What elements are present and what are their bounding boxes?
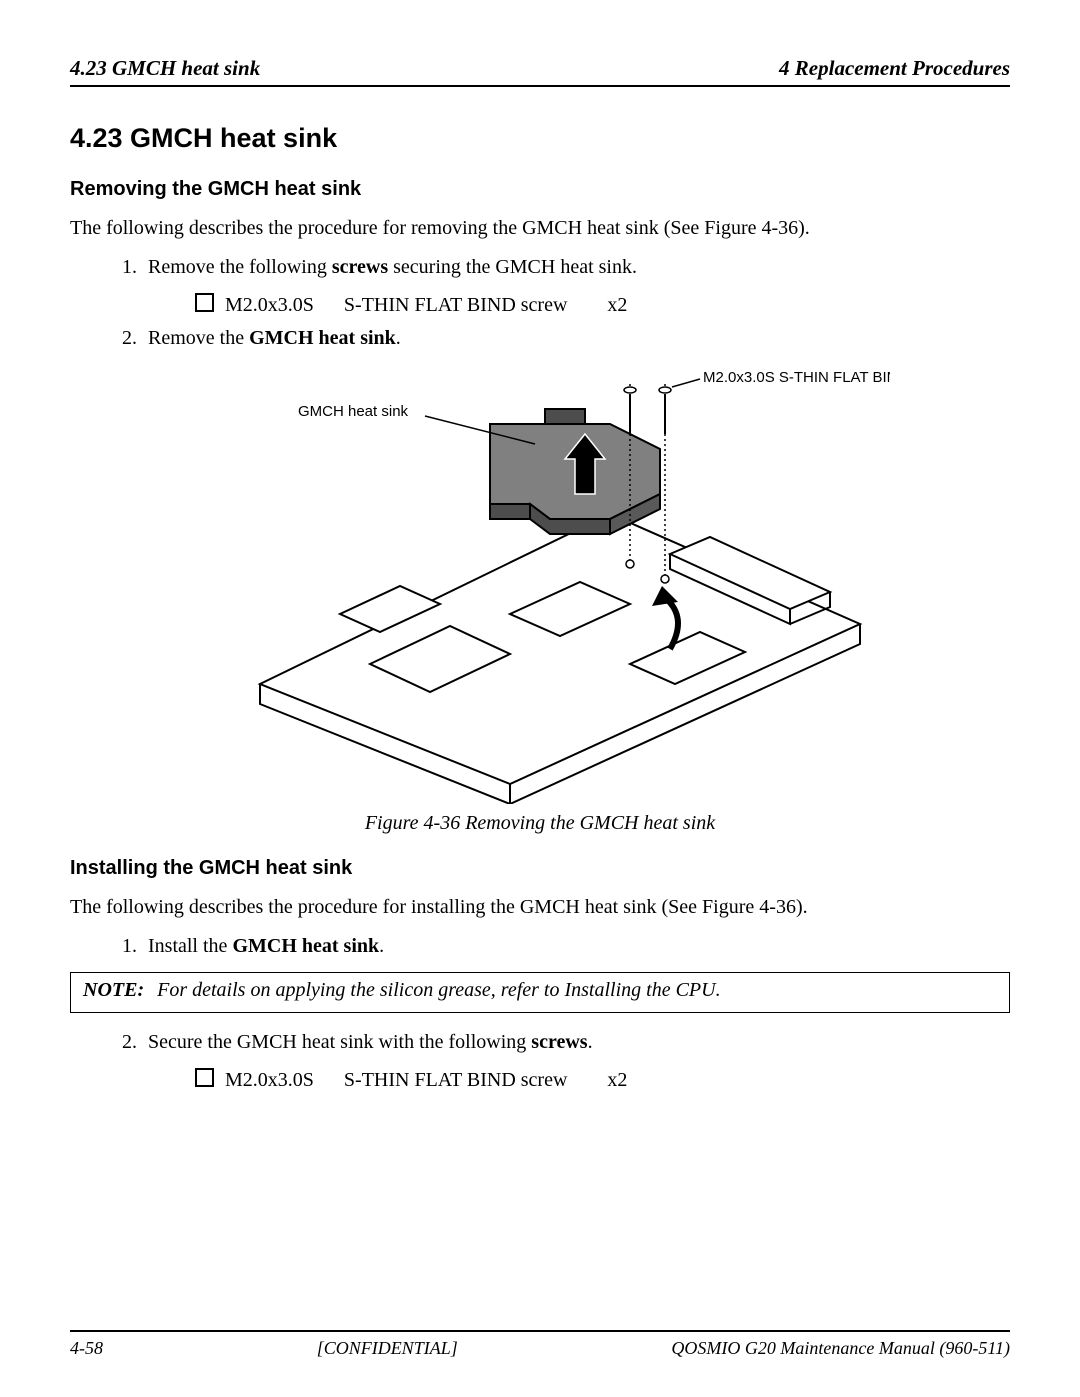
installing-list-2: Secure the GMCH heat sink with the follo…: [70, 1031, 1010, 1054]
installing-step1-bold: GMCH heat sink: [232, 935, 379, 957]
footer-center: [CONFIDENTIAL]: [317, 1338, 458, 1359]
header-row: 4.23 GMCH heat sink 4 Replacement Proced…: [70, 56, 1010, 85]
removing-screw-desc: S-THIN FLAT BIND screw: [344, 294, 568, 316]
figure-caption: Figure 4-36 Removing the GMCH heat sink: [70, 812, 1010, 835]
installing-subtitle: Installing the GMCH heat sink: [70, 857, 1010, 880]
figure-4-36: GMCH heat sink M2.0x3.0S S-THIN FLAT BIN…: [190, 364, 890, 804]
installing-list: Install the GMCH heat sink.: [70, 935, 1010, 958]
installing-step1-prefix: Install the: [148, 935, 232, 957]
page: 4.23 GMCH heat sink 4 Replacement Proced…: [0, 0, 1080, 1397]
figure-callout-right: M2.0x3.0S S-THIN FLAT BIND: [703, 369, 890, 386]
installing-screw-spec: M2.0x3.0S: [225, 1069, 314, 1091]
footer-rule: [70, 1330, 1010, 1332]
note-text: For details on applying the silicon grea…: [157, 979, 720, 1001]
checkbox-icon: [195, 1068, 214, 1087]
installing-screw-line: M2.0x3.0S S-THIN FLAT BIND screw x2: [195, 1068, 1010, 1092]
installing-screw-qty: x2: [607, 1069, 627, 1091]
installing-step2-bold: screws: [531, 1031, 587, 1053]
installing-step2-suffix: .: [588, 1031, 593, 1053]
footer: 4-58 [CONFIDENTIAL] QOSMIO G20 Maintenan…: [70, 1326, 1010, 1359]
removing-step2-prefix: Remove the: [148, 327, 249, 349]
note-label: NOTE:: [83, 979, 144, 1001]
removing-step1-bold: screws: [332, 256, 388, 278]
header-right: 4 Replacement Procedures: [779, 56, 1010, 81]
removing-step2-suffix: .: [396, 327, 401, 349]
installing-screw-desc: S-THIN FLAT BIND screw: [344, 1069, 568, 1091]
removing-screw-line: M2.0x3.0S S-THIN FLAT BIND screw x2: [195, 293, 1010, 317]
removing-intro: The following describes the procedure fo…: [70, 215, 1010, 242]
footer-flex: 4-58 [CONFIDENTIAL] QOSMIO G20 Maintenan…: [70, 1338, 1010, 1359]
removing-step-1: Remove the following screws securing the…: [142, 256, 1010, 279]
removing-subtitle: Removing the GMCH heat sink: [70, 178, 1010, 201]
figure-svg: GMCH heat sink M2.0x3.0S S-THIN FLAT BIN…: [190, 364, 890, 804]
header-left: 4.23 GMCH heat sink: [70, 56, 260, 81]
installing-step2-prefix: Secure the GMCH heat sink with the follo…: [148, 1031, 531, 1053]
removing-list-2: Remove the GMCH heat sink.: [70, 327, 1010, 350]
figure-callout-left: GMCH heat sink: [298, 403, 409, 420]
removing-step-2: Remove the GMCH heat sink.: [142, 327, 1010, 350]
removing-list: Remove the following screws securing the…: [70, 256, 1010, 279]
section-title: 4.23 GMCH heat sink: [70, 123, 1010, 154]
removing-step2-bold: GMCH heat sink: [249, 327, 396, 349]
installing-step-2: Secure the GMCH heat sink with the follo…: [142, 1031, 1010, 1054]
removing-step1-suffix: securing the GMCH heat sink.: [388, 256, 637, 278]
installing-step1-suffix: .: [379, 935, 384, 957]
header-rule: [70, 85, 1010, 87]
removing-screw-qty: x2: [607, 294, 627, 316]
footer-left: 4-58: [70, 1338, 103, 1359]
removing-screw-spec: M2.0x3.0S: [225, 294, 314, 316]
installing-intro: The following describes the procedure fo…: [70, 894, 1010, 921]
note-box: NOTE: For details on applying the silico…: [70, 972, 1010, 1013]
footer-right: QOSMIO G20 Maintenance Manual (960-511): [671, 1338, 1010, 1359]
installing-step-1: Install the GMCH heat sink.: [142, 935, 1010, 958]
removing-step1-prefix: Remove the following: [148, 256, 332, 278]
checkbox-icon: [195, 293, 214, 312]
